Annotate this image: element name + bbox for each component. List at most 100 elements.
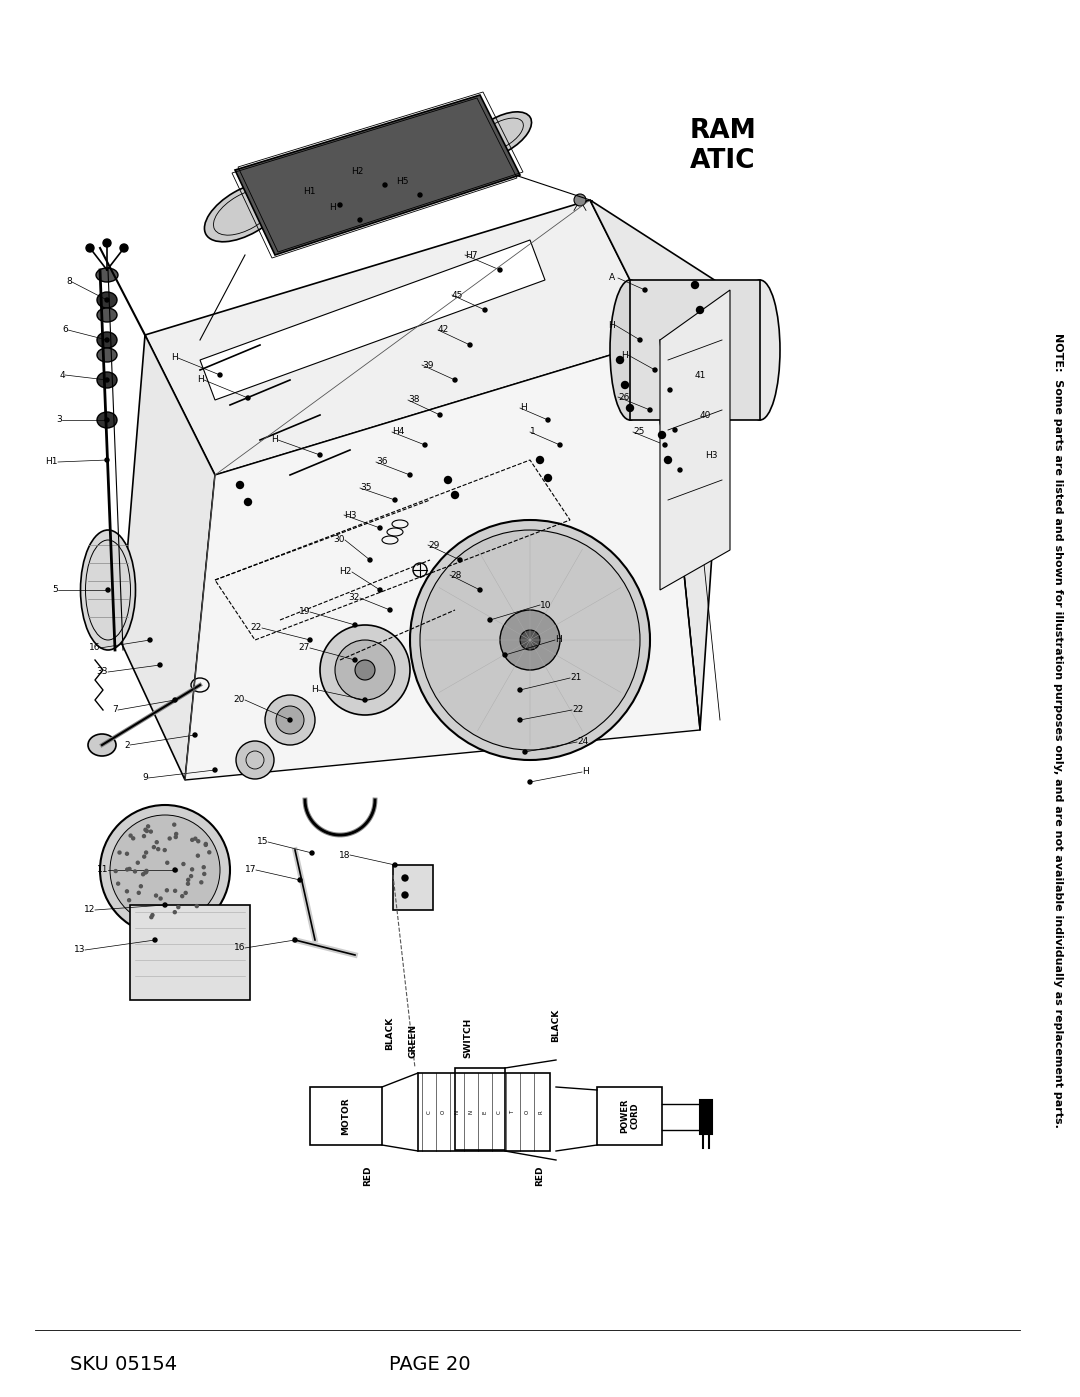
Text: 6: 6 [63,326,68,334]
Circle shape [163,902,167,907]
Circle shape [488,617,492,622]
Circle shape [125,868,129,870]
Circle shape [144,828,147,831]
Circle shape [617,356,623,363]
Text: 7: 7 [112,705,118,714]
Text: 25: 25 [633,427,645,436]
Text: H7: H7 [465,250,477,260]
Text: BLACK: BLACK [386,1017,394,1051]
Text: 35: 35 [360,483,372,493]
Circle shape [137,891,140,894]
Circle shape [151,914,154,916]
Bar [455,1067,505,1150]
Ellipse shape [610,279,650,420]
Ellipse shape [96,268,118,282]
Circle shape [468,344,472,346]
Text: 20: 20 [233,696,245,704]
Polygon shape [660,291,730,590]
Text: 15: 15 [257,837,268,847]
Text: H: H [172,353,178,362]
Text: 5: 5 [52,585,58,595]
Text: R: R [539,1111,543,1113]
Text: O: O [525,1109,529,1115]
Text: H: H [621,351,627,359]
Ellipse shape [660,390,720,450]
Circle shape [127,898,131,901]
Circle shape [546,418,550,422]
Text: ATIC: ATIC [690,148,756,175]
Text: H: H [271,436,278,444]
Text: H: H [198,376,204,384]
Circle shape [669,388,672,393]
Circle shape [105,338,109,342]
Text: 28: 28 [450,570,461,580]
Text: 1: 1 [530,427,536,436]
Circle shape [213,768,217,773]
Text: 26: 26 [618,393,630,401]
Circle shape [125,890,129,893]
Circle shape [144,870,147,875]
Circle shape [181,862,185,866]
Ellipse shape [97,332,117,348]
Circle shape [445,476,451,483]
Ellipse shape [355,659,375,680]
Circle shape [218,373,222,377]
Circle shape [190,868,193,870]
Ellipse shape [265,694,315,745]
Circle shape [438,414,442,416]
Text: 12: 12 [83,905,95,915]
Circle shape [408,474,411,476]
Text: H: H [519,404,527,412]
Ellipse shape [500,610,561,671]
Text: 11: 11 [96,866,108,875]
Text: 3: 3 [56,415,62,425]
Circle shape [453,379,457,381]
Circle shape [159,897,162,900]
Ellipse shape [204,182,285,242]
Circle shape [197,854,200,858]
Text: H2: H2 [351,168,363,176]
Circle shape [190,875,192,877]
Text: H: H [582,767,589,777]
Circle shape [114,869,118,873]
Circle shape [157,848,160,851]
Circle shape [451,492,459,499]
Circle shape [288,718,292,722]
Circle shape [207,851,211,854]
Text: RED: RED [536,1165,544,1186]
Circle shape [537,457,543,464]
Circle shape [194,837,197,840]
Circle shape [105,458,109,462]
Text: 39: 39 [422,360,433,369]
Circle shape [246,395,249,400]
Ellipse shape [87,733,116,756]
Text: H2: H2 [339,567,352,577]
Circle shape [638,338,642,342]
Text: 21: 21 [570,673,581,683]
Circle shape [648,408,652,412]
Circle shape [165,888,168,891]
Polygon shape [200,240,545,400]
Circle shape [130,834,132,837]
Text: H1: H1 [303,187,316,197]
Circle shape [423,443,427,447]
Text: SWITCH: SWITCH [463,1018,473,1058]
Circle shape [134,870,136,873]
Circle shape [117,882,120,886]
Text: H: H [311,686,318,694]
Circle shape [156,841,159,844]
Circle shape [643,288,647,292]
Text: 8: 8 [66,278,72,286]
Circle shape [118,851,121,854]
Ellipse shape [573,194,586,205]
Text: 41: 41 [696,370,706,380]
Ellipse shape [97,348,117,362]
Text: H3: H3 [705,450,717,460]
Circle shape [158,664,162,666]
Circle shape [136,861,139,865]
Text: O: O [441,1109,446,1115]
Circle shape [193,733,197,738]
Ellipse shape [519,630,540,650]
Circle shape [544,475,552,482]
Text: 40: 40 [700,411,712,419]
